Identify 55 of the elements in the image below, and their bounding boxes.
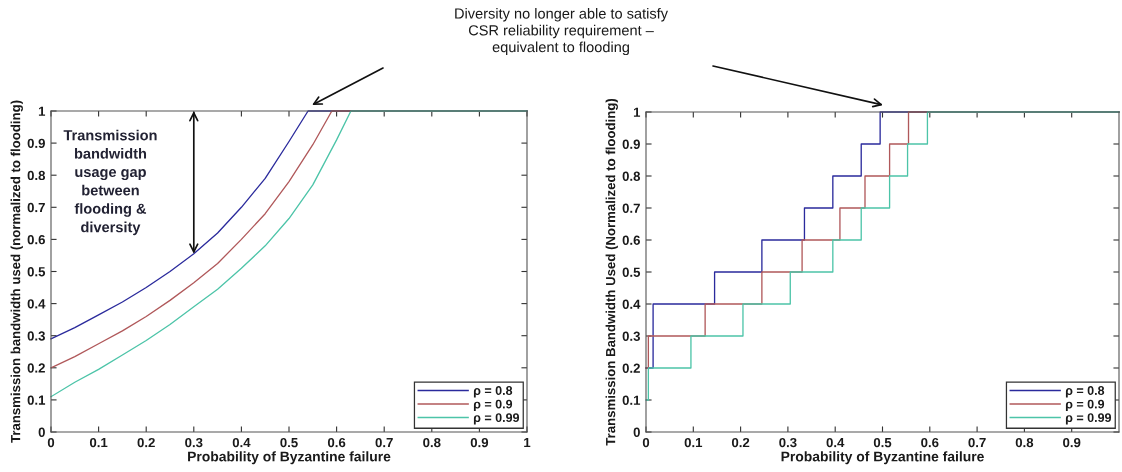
x-tick-label: 0.5: [873, 437, 892, 448]
y-tick-label: 0: [38, 427, 45, 437]
legend-label: ρ = 0.9: [473, 399, 513, 411]
x-tick-label: 0.2: [137, 437, 155, 448]
y-tick-label: 0.4: [27, 299, 46, 309]
x-tick-label: 0: [47, 437, 55, 448]
y-tick-label: 0.7: [622, 203, 640, 213]
x-tick-label: 0.6: [921, 437, 939, 448]
y-tick-label: 0.1: [622, 395, 641, 405]
x-tick-label: 1: [524, 438, 531, 448]
x-tick-label: 0.6: [327, 437, 346, 448]
legend-label: ρ = 0.99: [473, 413, 520, 425]
y-tick-label: 0.5: [622, 267, 641, 277]
x-tick-label: 0.1: [684, 437, 703, 448]
x-axis-title: Probability of Byzantine failure: [188, 451, 391, 465]
legend-label: ρ = 0.99: [1065, 413, 1112, 425]
x-tick-label: 0.8: [1015, 437, 1034, 448]
y-tick-label: 0.6: [27, 234, 45, 245]
x-tick-label: 0: [642, 437, 650, 448]
y-axis-title: Transmission Bandwidth Used (Normalized to flooding): [605, 98, 618, 446]
y-tick-label: 0.5: [27, 267, 46, 277]
x-tick-label: 0.7: [968, 437, 986, 448]
y-tick-label: 1: [38, 106, 46, 116]
legend-label: ρ = 0.8: [473, 386, 513, 398]
x-tick-label: 0.7: [375, 437, 393, 448]
y-tick-label: 0.9: [622, 139, 640, 149]
legend-label: ρ = 0.9: [1065, 399, 1105, 411]
x-tick-label: 0.8: [423, 437, 441, 448]
text: Diversity no longer able to satisfy CSR reliability requirement – equivalent to flooding: [455, 8, 668, 56]
y-tick-label: 0.4: [622, 299, 641, 309]
y-tick-label: 0.2: [27, 363, 45, 373]
x-tick-label: 0.3: [185, 437, 203, 448]
y-tick-label: 0.8: [27, 170, 46, 181]
x-tick-label: 0.9: [470, 437, 489, 448]
y-tick-label: 0: [633, 427, 640, 437]
x-tick-label: 0.5: [280, 437, 298, 448]
y-axis-title: Transmission bandwidth used (normalized to flooding): [10, 100, 23, 443]
x-tick-label: 0.4: [826, 437, 845, 448]
y-tick-label: 0.9: [27, 138, 45, 149]
y-tick-label: 0.8: [622, 171, 641, 181]
y-tick-label: 0.3: [622, 331, 640, 341]
x-axis-title: Probability of Byzantine failure: [781, 451, 984, 465]
annotation: Transmission bandwidth usage gap between flooding & diversity: [63, 129, 157, 236]
y-tick-label: 0.1: [27, 395, 46, 405]
x-tick-label: 0.9: [1063, 437, 1081, 448]
x-tick-label: 0.3: [779, 437, 797, 448]
y-tick-label: 0.2: [622, 363, 640, 373]
x-tick-label: 0.1: [89, 437, 108, 448]
y-tick-label: 0.3: [27, 331, 45, 341]
legend-label: ρ = 0.8: [1065, 386, 1105, 398]
x-tick-label: 0.4: [232, 437, 251, 448]
x-tick-label: 0.2: [731, 437, 750, 448]
y-tick-label: 1: [633, 107, 641, 117]
y-tick-label: 0.6: [622, 235, 640, 245]
y-tick-label: 0.7: [27, 202, 45, 213]
